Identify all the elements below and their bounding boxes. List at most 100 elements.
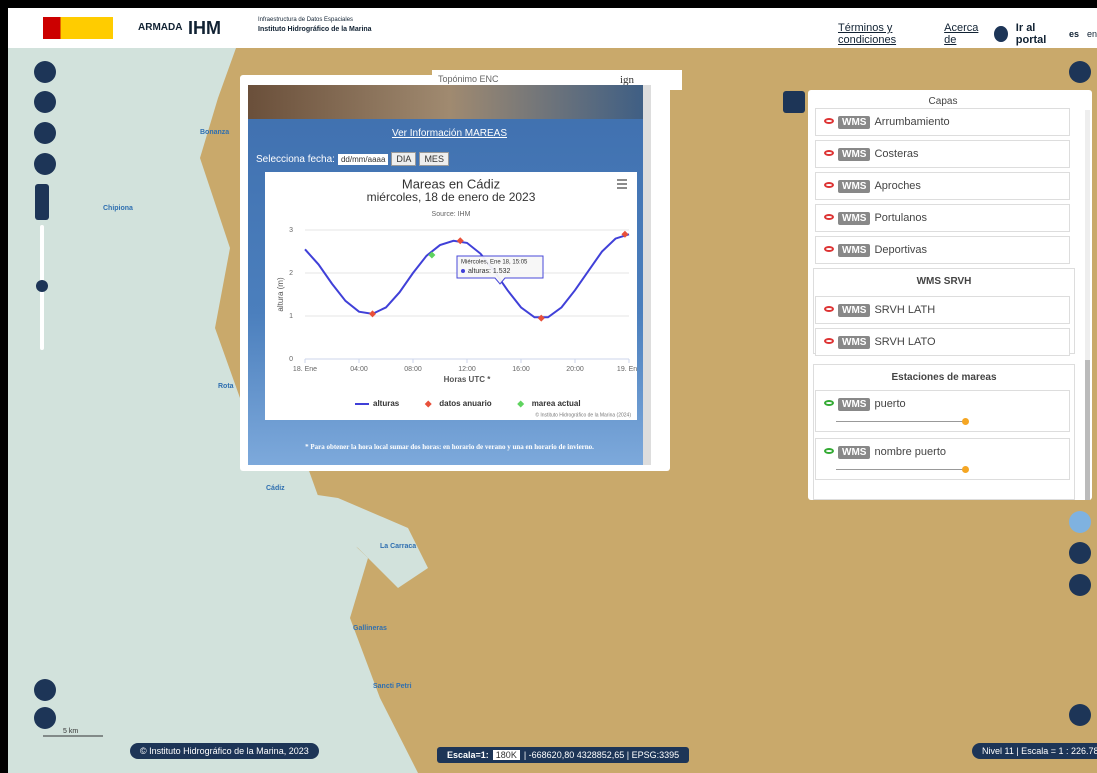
legend-label: marea actual [532, 399, 581, 408]
point [428, 251, 436, 259]
layer-name: Arrumbamiento [874, 116, 950, 128]
link[interactable]: Términos y condiciones [838, 22, 897, 46]
menu-icon[interactable] [617, 179, 627, 189]
logo-armada: ARMADA [138, 22, 183, 33]
x-tick-label: 04:00 [350, 366, 368, 373]
map-button[interactable] [1069, 542, 1091, 564]
eye-icon [824, 150, 834, 156]
eye-icon [824, 182, 834, 188]
place: Gallineras [353, 625, 387, 632]
date-label: Selecciona fecha: [256, 153, 335, 165]
map-button[interactable] [34, 153, 56, 175]
badge: WMS [838, 336, 871, 349]
layer-name: Portulanos [874, 212, 928, 224]
eye-icon [824, 338, 834, 344]
x-tick-label: 16:00 [512, 366, 530, 373]
sea [8, 48, 418, 773]
gov-logo [43, 17, 113, 39]
badge: WMS [838, 446, 871, 459]
x-tick-label: 20:00 [566, 366, 584, 373]
day-button[interactable]: DIA [391, 152, 417, 166]
layer-row: WMS Portulanos [815, 204, 1070, 232]
link[interactable]: Acerca de [944, 22, 979, 46]
layer-row: WMS nombre puerto [815, 438, 1070, 480]
tooltip-dot [461, 269, 465, 273]
layer-row: WMS Arrumbamiento [815, 108, 1070, 136]
line [304, 233, 630, 319]
map-button[interactable] [1069, 574, 1091, 596]
scrollbar [643, 85, 651, 465]
lang[interactable]: en [1086, 29, 1097, 39]
map-button[interactable] [34, 707, 56, 729]
place: Rota [218, 383, 234, 390]
globe-icon [994, 26, 1008, 42]
ign-icon[interactable]: ign [620, 74, 635, 86]
tooltip-box [456, 255, 544, 285]
x-tick-label: 18. Ene [293, 366, 317, 373]
zoom-knob[interactable] [36, 280, 48, 292]
zoom-buttons[interactable] [35, 184, 49, 220]
tooltip-text: alturas: 1.532 [468, 268, 511, 275]
panel-title: Capas [928, 96, 958, 107]
point [517, 400, 525, 408]
lang[interactable]: es [1068, 29, 1079, 39]
chart-subtitle: miércoles, 18 de enero de 2023 [367, 190, 536, 204]
scale-prefix: Escala=1: [447, 750, 489, 760]
credit: © Instituto Hidrográfico de la Marina (2… [535, 411, 631, 418]
map-button[interactable] [1069, 704, 1091, 726]
badge: WMS [838, 180, 871, 193]
level: Nivel 11 | Escala = 1 : 226.785 [972, 743, 1097, 759]
badge: WMS [838, 398, 871, 411]
point [456, 237, 464, 245]
point [369, 310, 376, 318]
logo-ide: Infraestructura de Datos Espaciales [258, 17, 354, 23]
scale-select[interactable]: 180K [492, 750, 520, 760]
layer-name: nombre puerto [874, 446, 946, 458]
logo-ihm: IHM [188, 18, 221, 38]
popup-title: Topónimo ENC [438, 74, 499, 84]
scale-bar: Escala=1: 180K | -668620,80 4328852,65 |… [437, 747, 690, 763]
layer-name: Costeras [874, 148, 919, 160]
place: Sancti Petri [373, 683, 412, 690]
x-tick-label: 12:00 [458, 366, 476, 373]
eye-icon [824, 448, 834, 454]
date-row: Selecciona fecha: dd/mm/aaaa DIA MES [256, 152, 449, 166]
date-input[interactable]: dd/mm/aaaa [337, 153, 389, 165]
opacity-slider[interactable] [836, 421, 966, 422]
layer-row: WMS Aproches [815, 172, 1070, 200]
month-button[interactable]: MES [419, 152, 449, 166]
place: Chipiona [103, 205, 133, 212]
y-axis-title: altura (m) [276, 277, 285, 312]
place: Cádiz [266, 485, 285, 492]
panel-toggle[interactable] [783, 91, 805, 113]
map-button[interactable] [1069, 61, 1091, 83]
header: ARMADA IHM Infraestructura de Datos Espa… [8, 8, 1097, 48]
layer-name: SRVH LATH [874, 304, 936, 316]
map-button[interactable] [34, 91, 56, 113]
point [424, 400, 432, 408]
map-button[interactable] [34, 122, 56, 144]
badge: WMS [838, 304, 871, 317]
link[interactable]: Ir al portal [1015, 22, 1047, 46]
copyright: © Instituto Hidrográfico de la Marina, 2… [130, 743, 319, 759]
layer-row: WMS SRVH LATH [815, 296, 1070, 324]
opacity-slider[interactable] [836, 469, 966, 470]
bay [270, 488, 428, 588]
point [537, 314, 545, 322]
badge: WMS [838, 212, 871, 225]
logo-ide: Instituto Hidrográfico de la Marina [258, 26, 372, 33]
map-button[interactable] [34, 679, 56, 701]
info-button[interactable] [1069, 511, 1091, 533]
layer-row: WMS puerto [815, 390, 1070, 432]
eye-icon [824, 400, 834, 406]
chart-title: Mareas en Cádiz [402, 176, 500, 191]
group-title: WMS SRVH [916, 276, 972, 287]
tooltip-title: Miércoles, Ene 18, 15:05 [461, 260, 528, 266]
group-title: Estaciones de mareas [891, 372, 997, 383]
links: Términos y condiciones Acerca de Ir al p… [838, 22, 1097, 46]
layer-name: puerto [874, 398, 906, 410]
mareas-link[interactable]: Ver Información MAREAS [391, 128, 508, 139]
map-button[interactable] [34, 61, 56, 83]
y-tick-label: 0 [289, 356, 293, 363]
